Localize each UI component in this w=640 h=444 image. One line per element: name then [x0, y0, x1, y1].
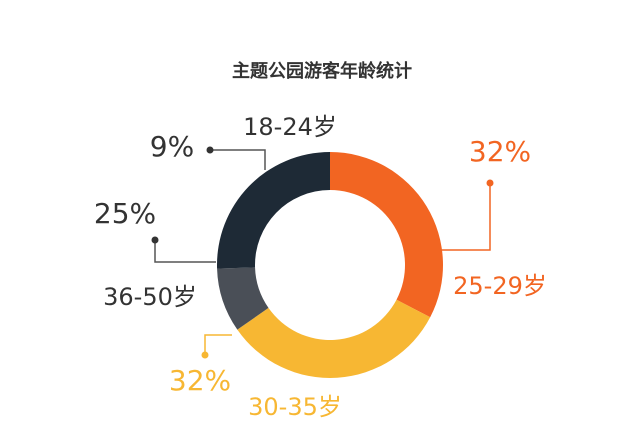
chart-title: 主题公园游客年龄统计 — [232, 60, 412, 82]
value-label: 32% — [169, 364, 231, 397]
donut-segment — [217, 267, 269, 330]
donut-segment — [217, 152, 330, 269]
category-label: 36-50岁 — [103, 283, 197, 311]
leader-line — [210, 149, 266, 170]
leader-line — [440, 183, 491, 251]
category-label: 18-24岁 — [243, 113, 337, 141]
value-label: 25% — [94, 197, 156, 230]
leader-line — [154, 240, 216, 263]
leader-dot — [486, 179, 494, 187]
value-label: 9% — [150, 130, 194, 163]
leader-dot — [201, 351, 209, 359]
leader-line — [204, 334, 232, 355]
leader-dot — [151, 236, 159, 244]
value-label: 32% — [469, 135, 531, 168]
category-label: 30-35岁 — [248, 393, 342, 421]
category-label: 25-29岁 — [453, 272, 547, 300]
leader-dot — [206, 146, 214, 154]
donut-segment — [237, 299, 431, 379]
leader-lines — [151, 146, 494, 359]
donut-segment — [330, 152, 443, 318]
